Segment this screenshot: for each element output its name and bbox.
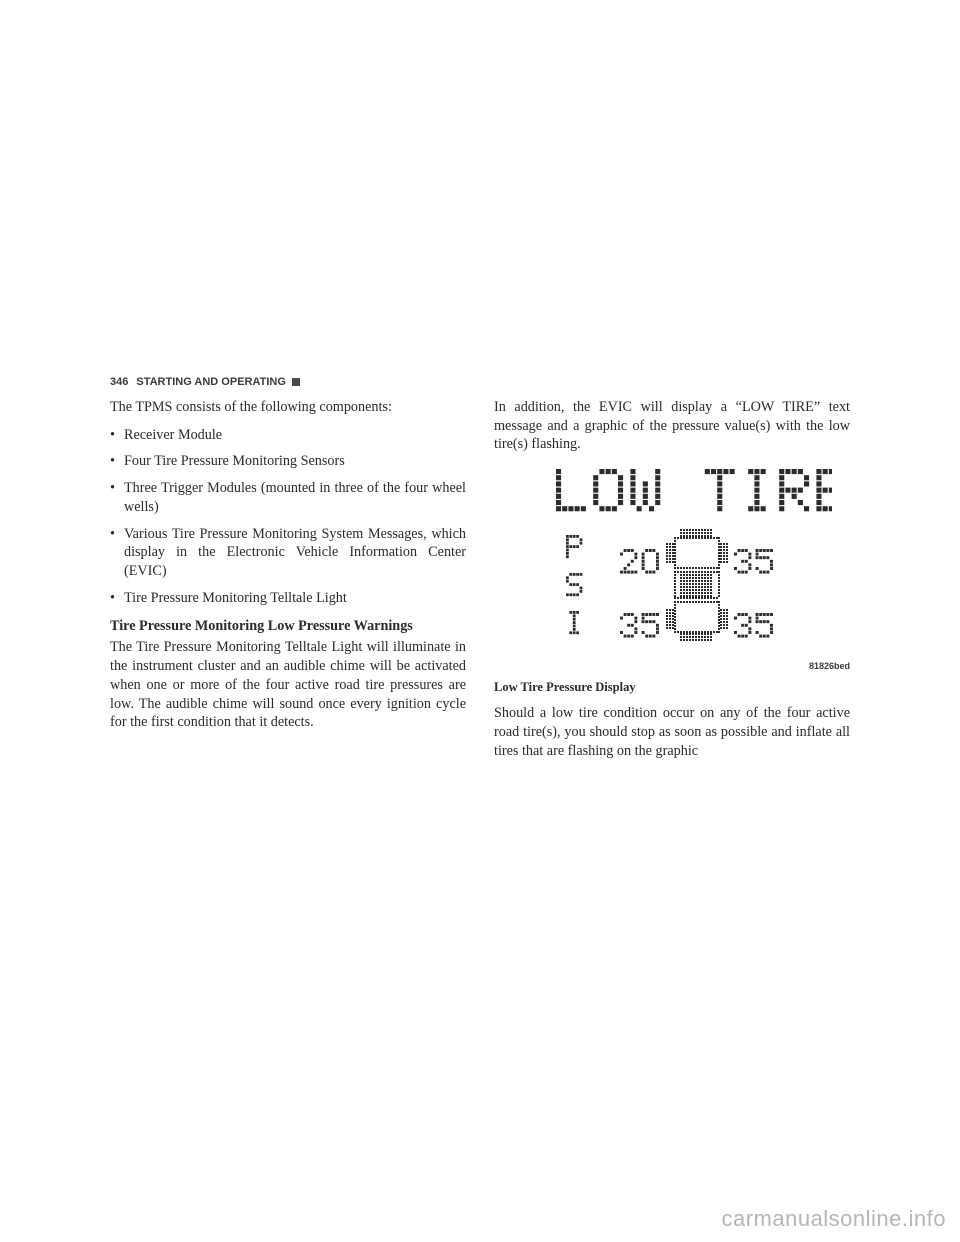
list-item: Three Trigger Modules (mounted in three … [110, 479, 466, 516]
right-column: In addition, the EVIC will display a “LO… [494, 398, 850, 770]
subheading: Tire Pressure Monitoring Low Pressure Wa… [110, 617, 466, 636]
component-list: Receiver Module Four Tire Pressure Monit… [110, 426, 466, 608]
list-item: Receiver Module [110, 426, 466, 445]
subheading-text: Tire Pressure Monitoring Low Pressure Wa… [110, 618, 413, 634]
manual-page: 346 STARTING AND OPERATING The TPMS cons… [0, 0, 960, 1242]
section-title: STARTING AND OPERATING [136, 376, 286, 388]
two-column-layout: The TPMS consists of the following compo… [110, 398, 850, 770]
list-item: Four Tire Pressure Monitoring Sensors [110, 452, 466, 471]
list-item: Tire Pressure Monitoring Telltale Light [110, 589, 466, 608]
page-number: 346 [110, 376, 128, 388]
intro-paragraph: In addition, the EVIC will display a “LO… [494, 398, 850, 454]
body-paragraph: Should a low tire condition occur on any… [494, 704, 850, 760]
left-column: The TPMS consists of the following compo… [110, 398, 466, 770]
lcd-figure: 81826bed [494, 463, 850, 673]
figure-code: 81826bed [494, 661, 850, 673]
header-square-icon [292, 378, 300, 386]
low-tire-display-icon [512, 463, 832, 653]
list-item: Various Tire Pressure Monitoring System … [110, 525, 466, 581]
intro-paragraph: The TPMS consists of the following compo… [110, 398, 466, 417]
watermark: carmanualsonline.info [721, 1206, 946, 1232]
body-paragraph: The Tire Pressure Monitoring Telltale Li… [110, 638, 466, 732]
figure-caption: Low Tire Pressure Display [494, 679, 850, 696]
content-area: 346 STARTING AND OPERATING The TPMS cons… [110, 376, 850, 770]
running-header: 346 STARTING AND OPERATING [110, 376, 850, 388]
